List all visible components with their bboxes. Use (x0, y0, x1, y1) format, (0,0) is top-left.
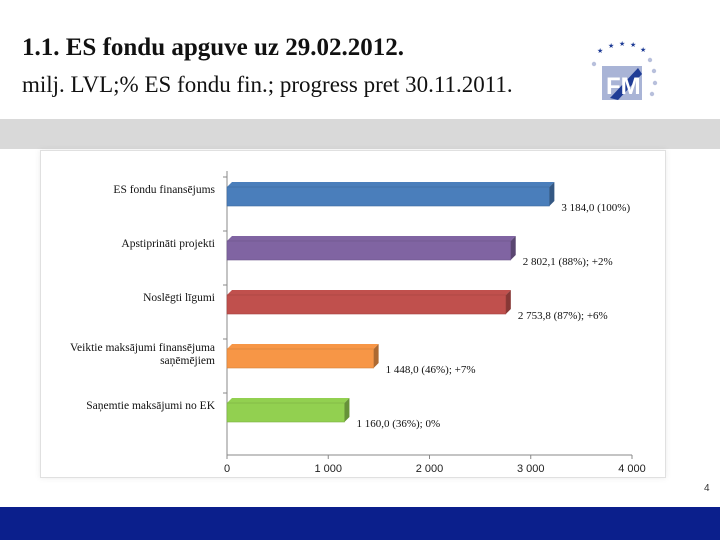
bar-top-face (227, 236, 516, 241)
x-tick-label: 1 000 (314, 463, 342, 475)
category-label-line: saņēmējiem (160, 355, 215, 367)
x-tick-label: 3 000 (517, 463, 545, 475)
logo-dot (652, 80, 658, 86)
logo-dot (651, 68, 657, 74)
bar (226, 240, 512, 261)
category-label-line: Saņemtie maksājumi no EK (86, 400, 215, 412)
bar-top-face (227, 398, 350, 403)
logo-star: ★ (630, 41, 636, 49)
x-tick-label: 2 000 (416, 463, 444, 475)
chart-container: 0 1 000 2 000 3 000 4 000 ES fondu finansējum… (40, 150, 666, 478)
page-number: 4 (704, 483, 710, 494)
category-label-line: Apstiprināti projekti (121, 238, 215, 250)
slide-header: 1.1. ES fondu apguve uz 29.02.2012. milj… (0, 0, 720, 120)
data-label: 2 802,1 (88%); +2% (523, 256, 613, 268)
bar-side-face (373, 344, 379, 368)
category-label: Saņemtie maksājumi no EK (86, 400, 215, 412)
ministry-logo: ★ ★ ★ ★ ★ FM (591, 40, 658, 100)
category-label-line: Noslēgti līgumi (143, 292, 215, 304)
bar-side-face (549, 182, 555, 206)
bar (226, 402, 345, 423)
bar (226, 186, 550, 207)
logo-star: ★ (608, 42, 614, 50)
data-label: 1 160,0 (36%); 0% (356, 418, 440, 430)
slide-subtitle: milj. LVL;% ES fondu fin.; progress pret… (22, 72, 513, 97)
logo-swoosh (610, 68, 642, 100)
logo-star: ★ (597, 47, 603, 55)
slide-title: 1.1. ES fondu apguve uz 29.02.2012. (22, 34, 405, 61)
bar (226, 348, 374, 369)
logo-star: ★ (640, 46, 646, 54)
bar-side-face (505, 290, 511, 314)
bar-top-face (227, 182, 555, 187)
footer-bar (0, 507, 720, 540)
bar-top-face (227, 344, 379, 349)
bar-side-face (344, 398, 350, 422)
logo-star: ★ (619, 40, 625, 48)
bar-side-face (510, 236, 516, 260)
category-label-line: ES fondu finansējums (113, 184, 215, 196)
bar-chart: 0 1 000 2 000 3 000 4 000 ES fondu finansējum… (70, 171, 646, 475)
x-tick-label: 0 (224, 463, 230, 475)
bar-top-face (227, 290, 511, 295)
category-label: ES fondu finansējums (113, 184, 215, 196)
data-label: 1 448,0 (46%); +7% (386, 364, 476, 376)
category-label-line: Veiktie maksājumi finansējuma (70, 342, 215, 354)
category-label: Apstiprināti projekti (121, 238, 215, 250)
data-label: 3 184,0 (100%) (561, 202, 630, 214)
title-band (0, 119, 720, 149)
category-label: Veiktie maksājumi finansējuma saņēmējiem (70, 342, 215, 367)
logo-text: FM (606, 73, 641, 100)
logo-dot (649, 91, 655, 97)
data-label: 2 753,8 (87%); +6% (518, 310, 608, 322)
logo-dot (591, 61, 597, 67)
bar (226, 294, 507, 315)
logo-dot (647, 57, 653, 63)
category-label: Noslēgti līgumi (143, 292, 215, 304)
x-tick-label: 4 000 (618, 463, 646, 475)
